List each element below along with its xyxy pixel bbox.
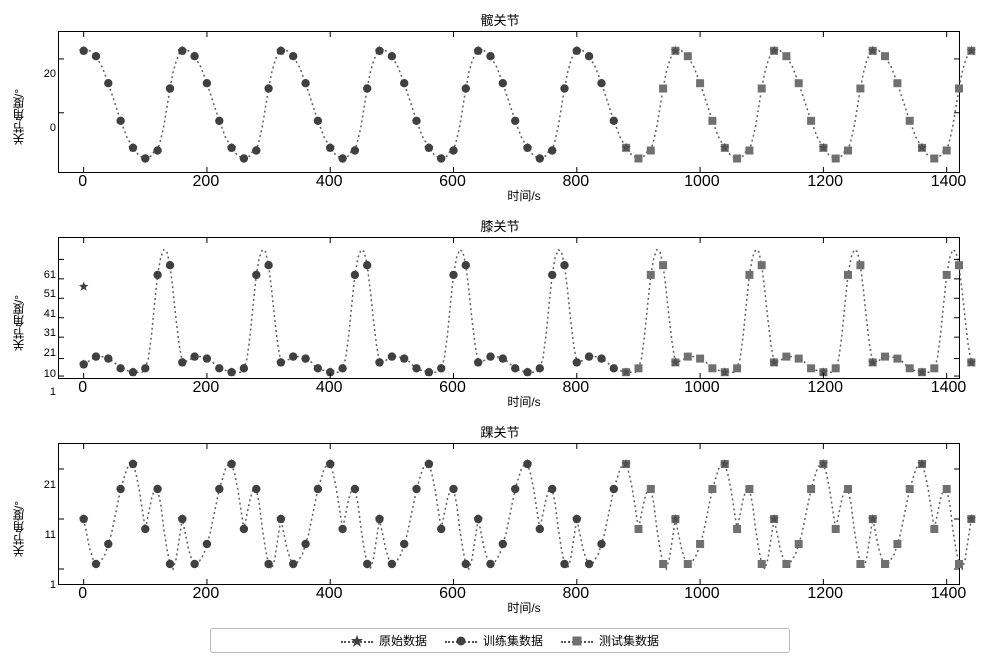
y-axis-label: 关节角度/°	[10, 295, 28, 351]
y-axis-label: 关节角度/°	[10, 501, 28, 557]
plot-area	[58, 31, 960, 173]
legend: 原始数据 训练集数据 测试集数据	[210, 628, 790, 653]
legend-item-test: 测试集数据	[561, 632, 659, 649]
legend-item-train: 训练集数据	[445, 632, 543, 649]
panel-hip: 髋关节 关节角度/° 200	[10, 10, 990, 204]
panel-title: 膝关节	[10, 216, 990, 235]
panel-ankle: 踝关节 关节角度/° 21111	[10, 422, 990, 616]
legend-label: 训练集数据	[483, 632, 543, 649]
panel-title: 髋关节	[10, 10, 990, 29]
plot-area	[58, 237, 960, 379]
legend-label: 原始数据	[379, 632, 427, 649]
panel-knee: 膝关节 关节角度/° 6151413121101	[10, 216, 990, 410]
chart-grid: 髋关节 关节角度/° 200	[10, 10, 990, 616]
legend-item-raw: 原始数据	[341, 632, 427, 649]
legend-label: 测试集数据	[599, 632, 659, 649]
panel-title: 踝关节	[10, 422, 990, 441]
y-axis-label: 关节角度/°	[10, 89, 28, 145]
plot-area	[58, 443, 960, 585]
